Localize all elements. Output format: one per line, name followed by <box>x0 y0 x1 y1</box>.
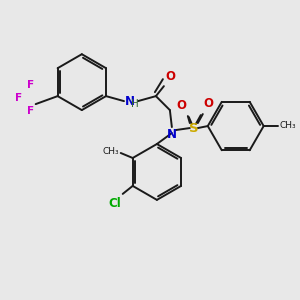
Text: CH₃: CH₃ <box>280 121 296 130</box>
Text: O: O <box>204 97 214 110</box>
Text: Cl: Cl <box>108 197 121 210</box>
Text: F: F <box>27 106 34 116</box>
Text: N: N <box>167 128 177 141</box>
Text: O: O <box>177 99 187 112</box>
Text: N: N <box>125 94 135 108</box>
Text: F: F <box>27 80 34 90</box>
Text: S: S <box>189 122 199 134</box>
Text: F: F <box>15 93 22 103</box>
Text: H: H <box>131 99 139 109</box>
Text: CH₃: CH₃ <box>102 148 119 157</box>
Text: O: O <box>165 70 175 83</box>
